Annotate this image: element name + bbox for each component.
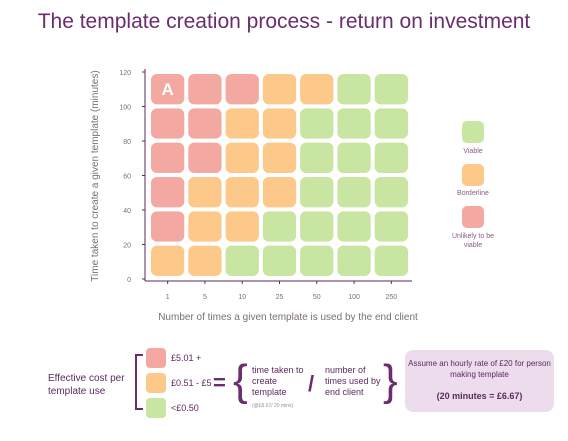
heatmap-cell [262, 108, 297, 139]
legend-swatch-borderline [462, 164, 484, 186]
chart-cells: A [151, 74, 408, 276]
heatmap-cell [151, 142, 185, 173]
bracket-vertical [135, 354, 137, 410]
cost-label-high: £5.01 + [171, 353, 202, 363]
cell-marker-label: A [162, 80, 174, 99]
y-tick-label: 20 [123, 243, 131, 250]
heatmap-cell [374, 211, 408, 242]
legend-label-borderline: Borderline [457, 190, 489, 197]
heatmap-cell [151, 108, 185, 139]
heatmap-cell [151, 177, 185, 208]
bracket-top [135, 354, 143, 356]
left-brace: { [233, 356, 248, 405]
heatmap-cell [337, 142, 371, 173]
effective-cost-label: Effective cost per template use [48, 373, 125, 397]
heatmap-cell [188, 142, 222, 173]
page-title: The template creation process - return o… [37, 10, 531, 33]
heatmap-cell [337, 177, 371, 208]
heatmap-cell [374, 177, 408, 208]
heatmap-cell [188, 245, 222, 276]
heatmap-cell [225, 108, 259, 139]
chart-ticks: 0 20 40 60 80 100 120 1 5 10 25 50 100 250 [119, 70, 397, 301]
heatmap-cell [300, 211, 334, 242]
heatmap-cell [188, 211, 222, 242]
heatmap-cell [374, 245, 408, 276]
assumption-value: (20 minutes = £6.67) [436, 391, 523, 401]
cost-swatch-mid [146, 373, 166, 393]
heatmap-cell [262, 211, 297, 242]
heatmap-cell [374, 74, 408, 105]
equals-sign: = [213, 370, 226, 395]
cost-swatch-low [146, 398, 166, 418]
heatmap-cell [300, 142, 334, 173]
heatmap-cell [262, 142, 297, 173]
heatmap-cell [151, 211, 185, 242]
heatmap-cell [337, 211, 371, 242]
cost-label-low: <£0.50 [171, 403, 199, 413]
heatmap-cell [188, 74, 222, 105]
heatmap-cell [300, 177, 334, 208]
heatmap-cell [300, 74, 334, 105]
heatmap-cell [337, 74, 371, 105]
x-tick-label: 250 [386, 294, 398, 301]
y-tick-label: 100 [119, 105, 131, 112]
heatmap-cell [225, 142, 259, 173]
legend-label-viable: Viable [463, 148, 483, 155]
bracket-bottom [135, 408, 143, 410]
numerator-text: time taken to create template [252, 365, 304, 397]
numerator-note: (@£6.67/ 20 mins) [252, 403, 294, 409]
cost-label-mid: £0.51 - £5 [171, 378, 212, 388]
x-tick-label: 25 [276, 294, 284, 301]
x-tick-label: 10 [238, 294, 246, 301]
divide-sign: / [308, 371, 315, 396]
heatmap-cell [225, 74, 259, 105]
heatmap-cell [151, 245, 185, 276]
heatmap-cell [188, 108, 222, 139]
assumption-text: Assume an hourly rate of £20 for person … [408, 359, 551, 379]
y-tick-label: 80 [123, 139, 131, 146]
heatmap-cell [374, 108, 408, 139]
heatmap-cell [300, 108, 334, 139]
x-tick-label: 50 [313, 294, 321, 301]
heatmap-cell [225, 177, 259, 208]
right-brace: } [383, 356, 398, 405]
cost-swatch-high [146, 348, 166, 368]
heatmap-cell [337, 108, 371, 139]
y-tick-label: 120 [119, 70, 131, 77]
heatmap-cell [151, 74, 185, 105]
y-tick-label: 0 [127, 277, 131, 284]
legend-swatch-viable [462, 121, 484, 143]
x-tick-label: 5 [203, 294, 207, 301]
heatmap-cell [225, 245, 259, 276]
legend-label-unlikely: Unlikely to be viable [451, 233, 495, 249]
y-tick-label: 60 [123, 174, 131, 181]
assumption-note: Assume an hourly rate of £20 for person … [405, 350, 554, 412]
x-axis-title: Number of times a given template is used… [158, 312, 418, 323]
heatmap-cell [262, 74, 297, 105]
heatmap-cell [262, 177, 297, 208]
heatmap-cell [300, 245, 334, 276]
x-tick-label: 100 [348, 294, 360, 301]
heatmap-cell [225, 211, 259, 242]
x-tick-label: 1 [166, 294, 170, 301]
y-tick-label: 40 [123, 208, 131, 215]
denominator-text: number of times used by end client [325, 365, 381, 397]
legend-swatch-unlikely [462, 206, 484, 228]
heatmap-cell [262, 245, 297, 276]
heatmap-cell [337, 245, 371, 276]
heatmap-cell [188, 177, 222, 208]
y-axis-title: Time taken to create a given template (m… [90, 70, 101, 282]
heatmap-cell [374, 142, 408, 173]
